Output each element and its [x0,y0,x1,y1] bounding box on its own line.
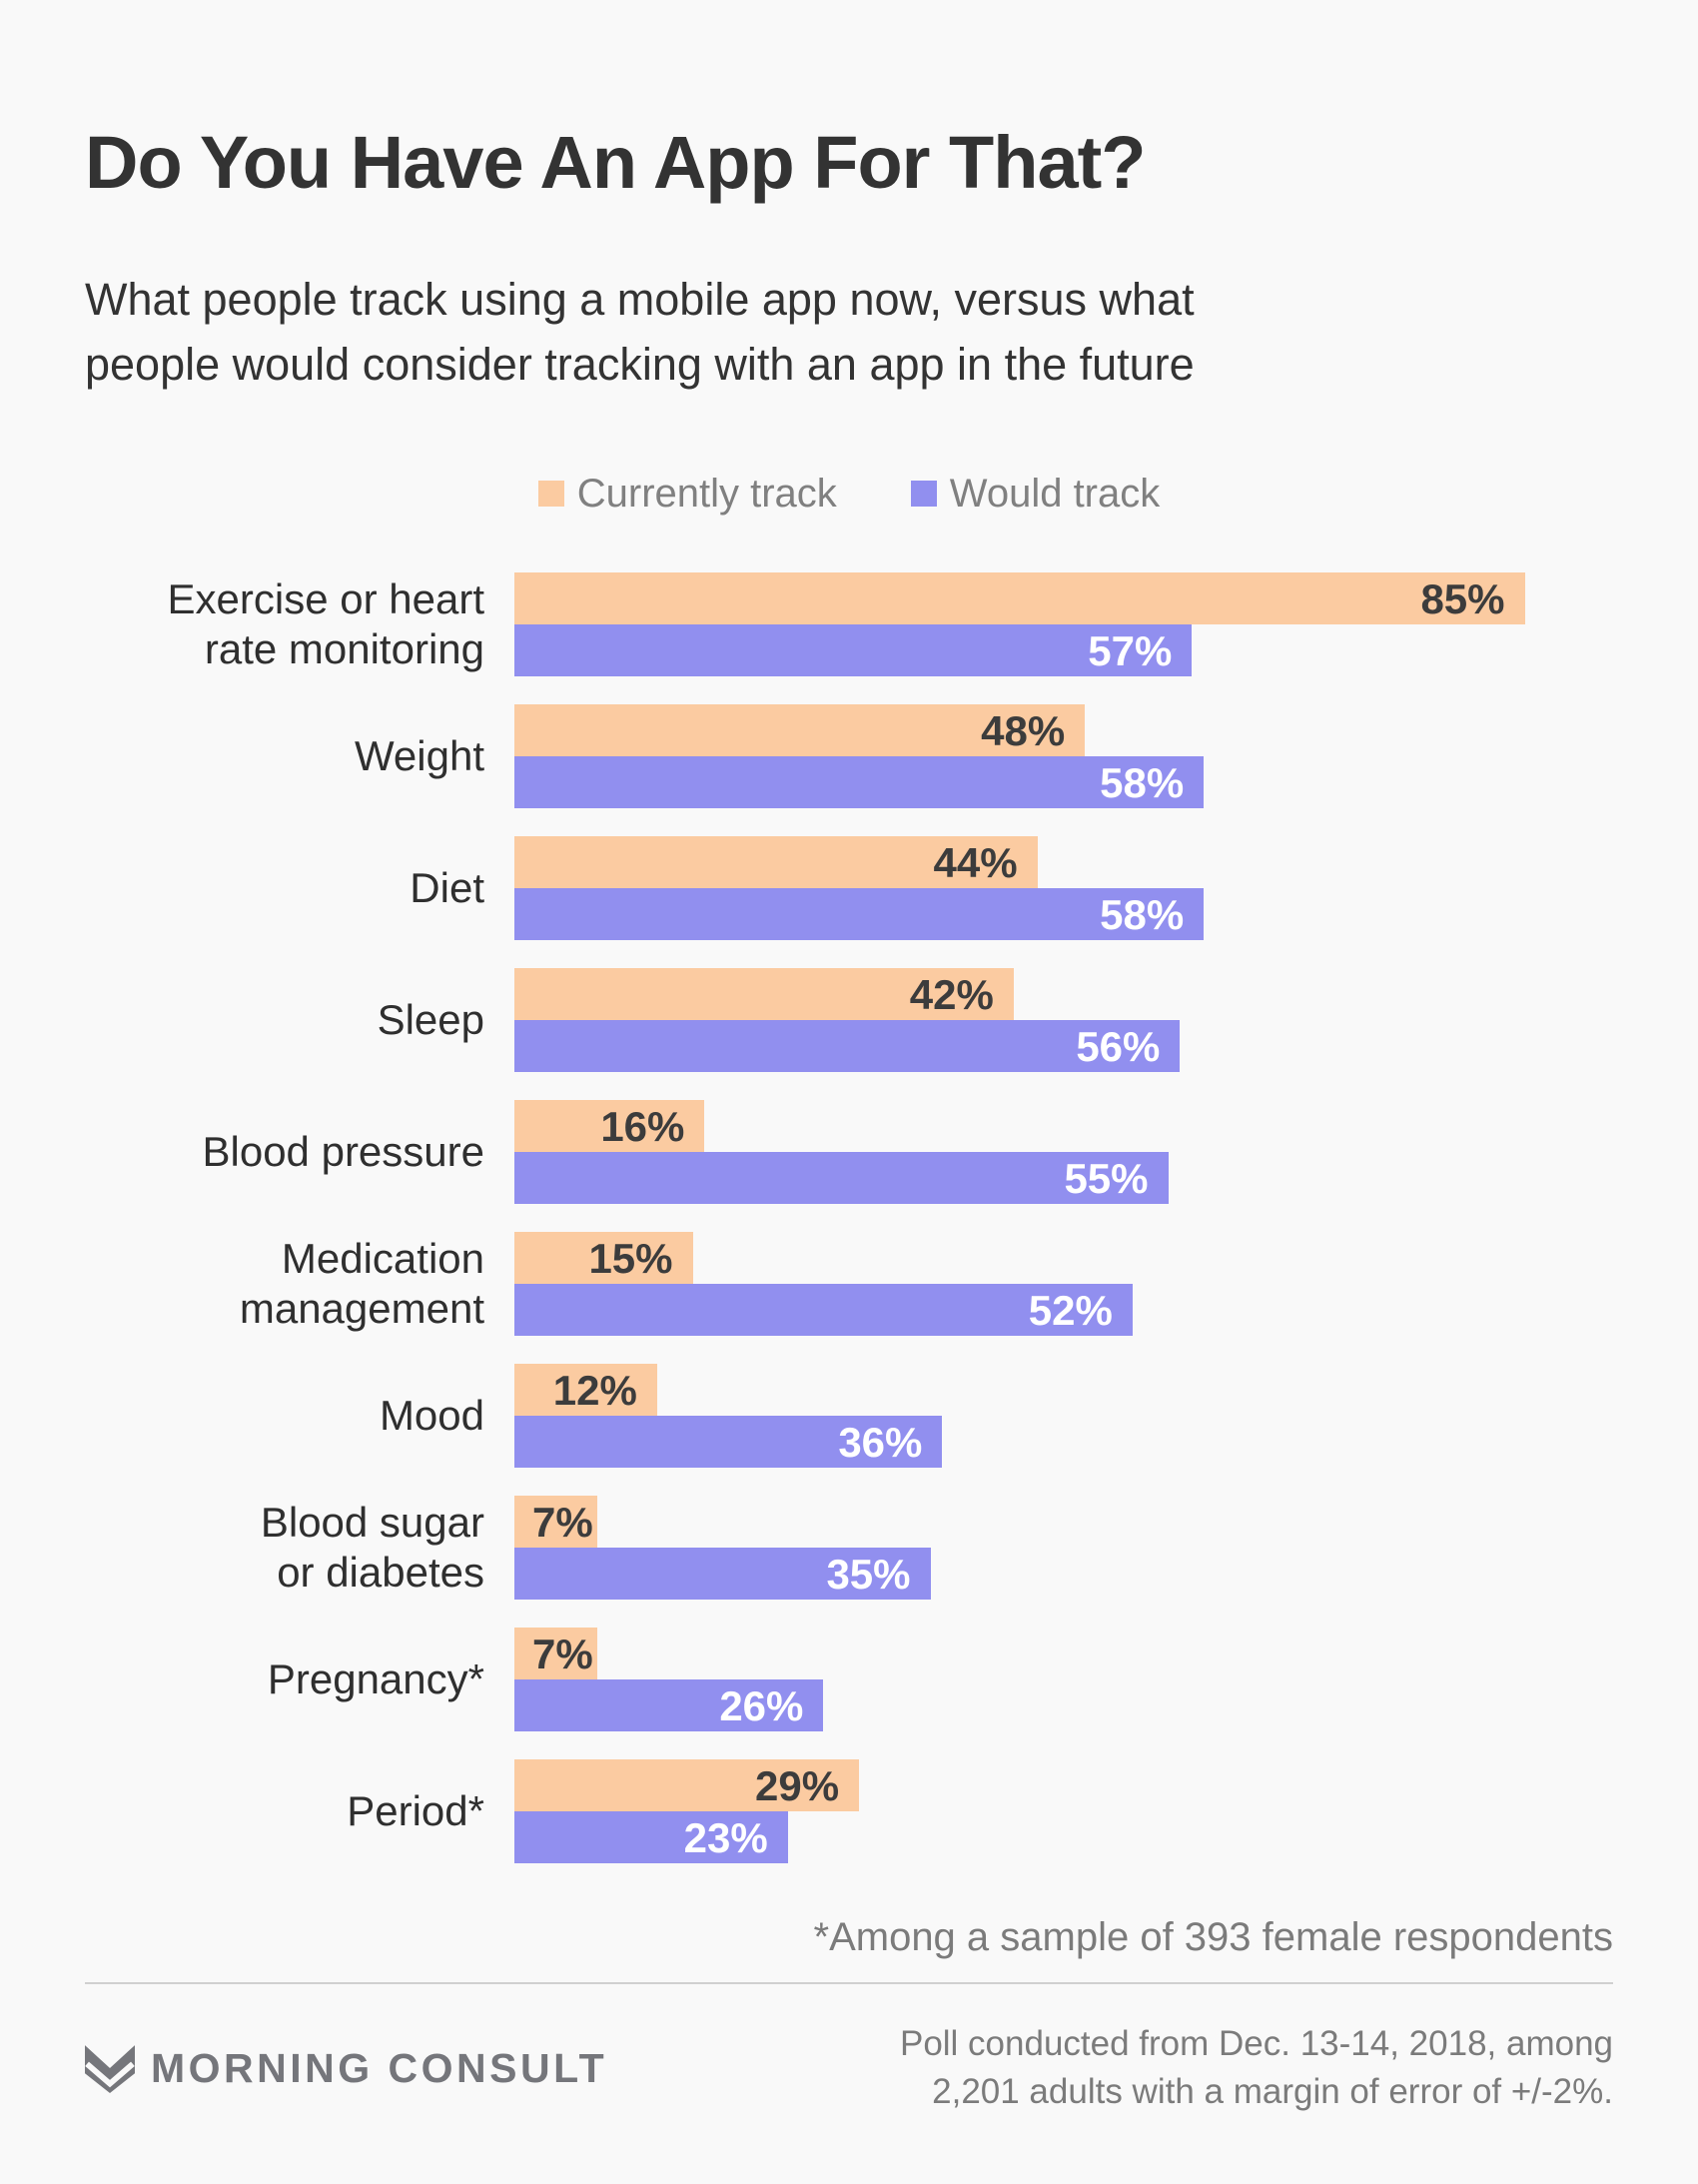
bar-value-label: 26% [719,1681,804,1729]
bar-value-label: 48% [981,706,1066,754]
category-label: Exercise or heart rate monitoring [167,575,484,672]
m-chevron-logo-icon [85,2045,135,2094]
currently-track-bar: 48% [514,703,1086,756]
category-label: Weight [355,732,484,780]
legend-item-would-track: Would track [910,471,1161,517]
bar-value-label: 57% [1088,626,1173,674]
bar-pair: 7% 26% [514,1627,1613,1731]
bar-pair: 15% 52% [514,1231,1613,1336]
bar-value-label: 29% [755,1761,840,1809]
category-label: Diet [410,864,484,912]
bar-value-label: 85% [1420,574,1505,622]
category-label: Mood [379,1392,484,1440]
category-label: Blood pressure [202,1128,485,1176]
would-track-bar: 57% [514,623,1193,676]
bar-value-label: 52% [1028,1286,1113,1334]
category-label: Pregnancy* [267,1655,484,1703]
legend-label: Currently track [576,471,837,516]
bar-pair: 7% 35% [514,1495,1613,1600]
bar-pair: 44% 58% [514,835,1613,940]
chart-subtitle: What people track using a mobile app now… [85,274,1195,391]
bar-pair: 48% 58% [514,703,1613,808]
bar-value-label: 23% [683,1813,768,1861]
would-track-bar: 55% [514,1151,1169,1204]
chart-legend: Currently track Would track [85,472,1613,517]
category-label: Medication management [239,1235,484,1332]
brand-name: MORNING CONSULT [151,2044,608,2091]
bar-value-label: 12% [552,1366,637,1414]
category-label: Sleep [377,996,484,1044]
footer: MORNING CONSULT Poll conducted from Dec.… [85,2020,1613,2117]
legend-label: Would track [949,471,1161,516]
category-label: Period* [347,1787,484,1835]
would-track-bar: 58% [514,887,1205,940]
poll-note-line1: Poll conducted from Dec. 13-14, 2018, am… [899,2023,1613,2063]
currently-track-bar: 44% [514,835,1038,888]
poll-methodology-note: Poll conducted from Dec. 13-14, 2018, am… [900,2020,1613,2117]
bar-pair: 42% 56% [514,967,1613,1072]
bar-group: Blood pressure 16% 55% [85,1099,1613,1204]
sample-footnote: *Among a sample of 393 female respondent… [813,1914,1614,1959]
bar-group: Weight 48% 58% [85,703,1613,808]
bar-group: Sleep 42% 56% [85,967,1613,1072]
bar-pair: 29% 23% [514,1758,1613,1863]
currently-track-bar: 7% [514,1495,598,1548]
bar-pair: 16% 55% [514,1099,1613,1204]
bar-value-label: 55% [1064,1154,1149,1202]
would-track-bar: 23% [514,1810,788,1863]
would-track-bar: 56% [514,1019,1181,1072]
currently-track-bar: 85% [514,571,1525,624]
would-track-bar: 35% [514,1547,931,1600]
bar-value-label: 15% [588,1234,673,1282]
currently-track-bar: 12% [514,1363,657,1416]
category-label: Blood sugar or diabetes [260,1499,484,1596]
bar-value-label: 16% [600,1102,685,1150]
currently-track-bar: 7% [514,1627,598,1679]
currently-track-bar: 42% [514,967,1014,1020]
brand-logo: MORNING CONSULT [85,2043,608,2094]
bar-group: Blood sugar or diabetes 7% 35% [85,1495,1613,1600]
bar-group: Exercise or heart rate monitoring 85% 57% [85,571,1613,676]
bar-pair: 12% 36% [514,1363,1613,1468]
bar-group: Medication management 15% 52% [85,1231,1613,1336]
bar-value-label: 36% [838,1418,923,1466]
currently-track-bar: 16% [514,1099,705,1152]
would-track-bar: 52% [514,1283,1133,1336]
legend-item-currently-track: Currently track [537,471,837,517]
poll-note-line2: 2,201 adults with a margin of error of +… [932,2072,1613,2112]
bar-value-label: 56% [1076,1022,1161,1070]
bar-value-label: 35% [826,1550,911,1598]
bar-value-label: 58% [1100,758,1185,806]
bar-value-label: 7% [532,1498,593,1546]
page-title: Do You Have An App For That? [85,121,1146,204]
footer-divider [85,1981,1613,1984]
bar-value-label: 7% [532,1630,593,1677]
bar-value-label: 44% [933,838,1018,886]
bar-group: Pregnancy* 7% 26% [85,1627,1613,1731]
bar-chart: Exercise or heart rate monitoring 85% 57% W… [85,571,1613,1863]
currently-track-bar: 15% [514,1231,693,1284]
would-track-bar: 36% [514,1415,943,1468]
would-track-bar: 58% [514,755,1205,808]
bar-value-label: 42% [909,970,994,1018]
bar-group: Diet 44% 58% [85,835,1613,940]
currently-track-bar: 29% [514,1758,860,1811]
would-track-bar: 26% [514,1678,824,1731]
legend-swatch-icon [537,481,564,508]
bar-group: Period* 29% 23% [85,1758,1613,1863]
bar-pair: 85% 57% [514,571,1613,676]
bar-group: Mood 12% 36% [85,1363,1613,1468]
bar-value-label: 58% [1100,890,1185,938]
legend-swatch-icon [910,481,937,508]
